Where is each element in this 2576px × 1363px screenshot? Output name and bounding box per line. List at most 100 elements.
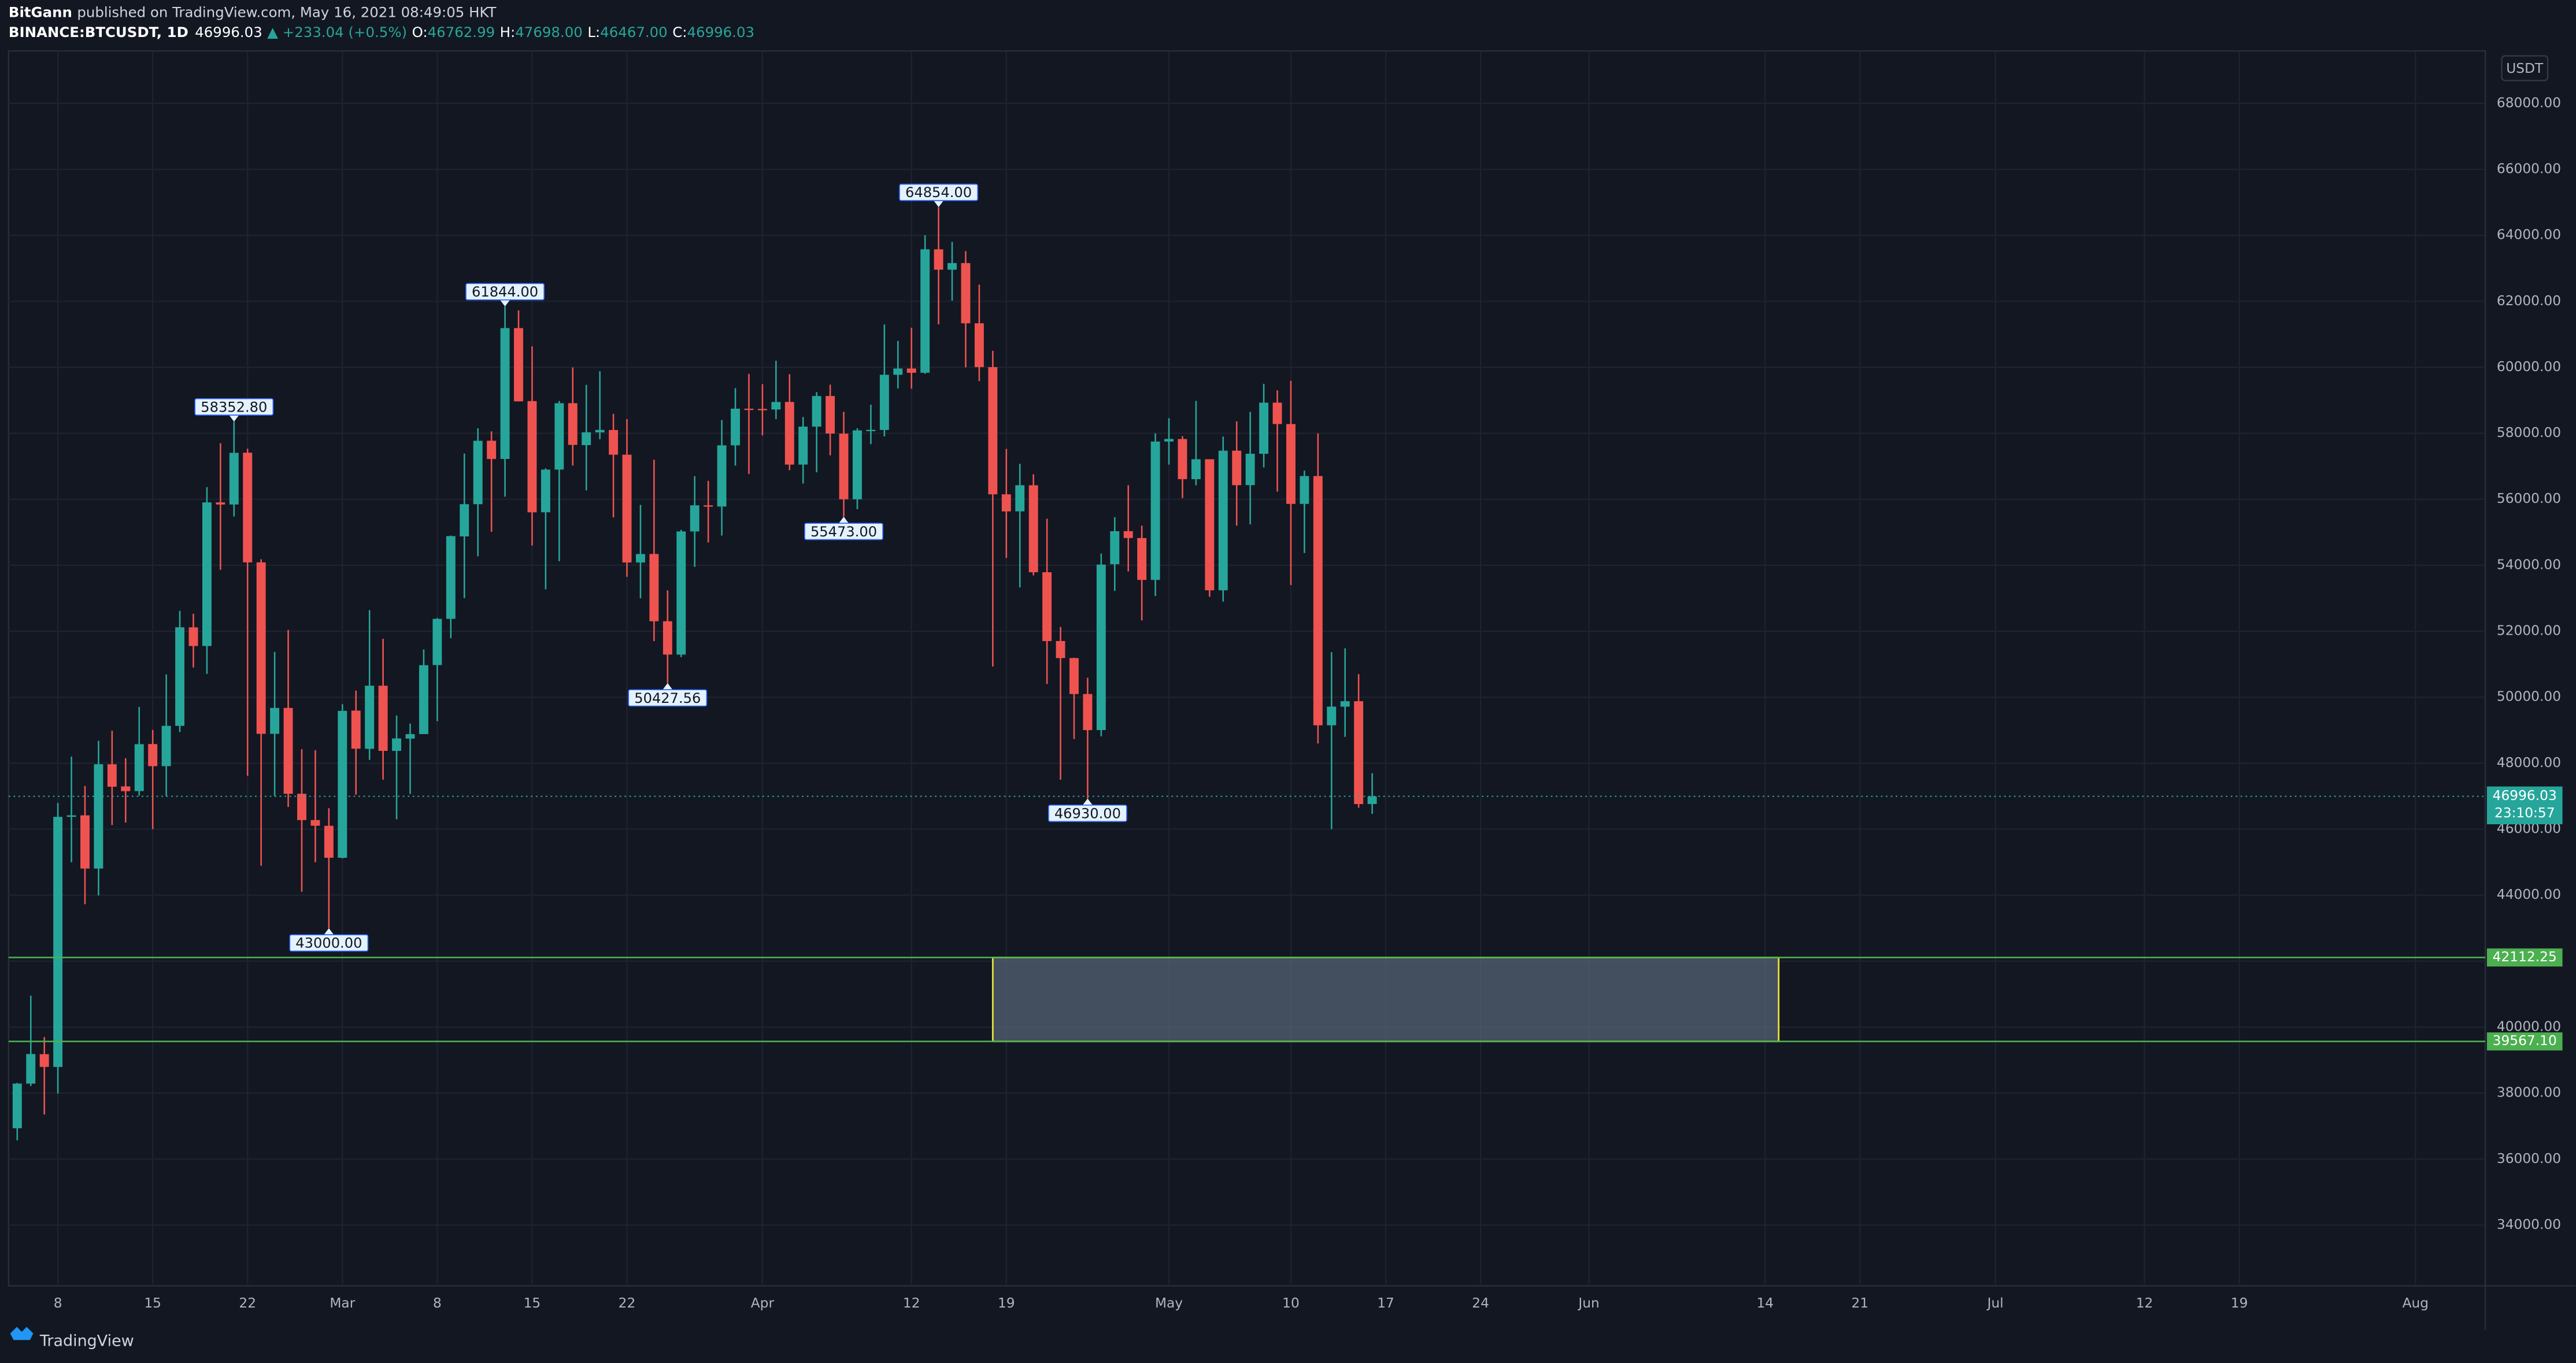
candle-body xyxy=(771,402,781,410)
candle-body xyxy=(1367,796,1377,804)
candle-body xyxy=(676,531,686,655)
candle-body xyxy=(324,825,334,858)
annotation-label: 55473.00 xyxy=(810,524,877,540)
chart-pane xyxy=(8,50,2486,1287)
ohlc-key: L: xyxy=(587,24,600,40)
candle-body xyxy=(378,686,388,751)
ohlc-value: 46467.00 xyxy=(600,24,668,40)
candle-body xyxy=(1327,706,1337,725)
brand: TradingView xyxy=(39,1332,134,1350)
candle-body xyxy=(26,1054,36,1084)
candle-body xyxy=(1096,564,1106,731)
candle-body xyxy=(717,445,727,507)
annotation-box xyxy=(1048,804,1127,823)
candle-body xyxy=(161,725,171,766)
candle-body xyxy=(338,710,347,858)
y-tick-label: 62000.00 xyxy=(2497,293,2561,309)
candle-body xyxy=(961,263,971,324)
x-tick-label: 22 xyxy=(619,1295,636,1311)
candle-body xyxy=(1110,531,1120,565)
currency-box xyxy=(2501,55,2549,82)
ohlc-key: C: xyxy=(672,24,687,40)
candle-body xyxy=(134,744,144,791)
candle-body xyxy=(1340,701,1350,707)
ohlc-value: 46996.03 xyxy=(687,24,755,40)
change: ▲ +233.04 (+0.5%) xyxy=(267,24,407,40)
candle-body xyxy=(1150,441,1160,580)
price-label: 42112.25 xyxy=(2493,949,2557,965)
candle-body xyxy=(1083,694,1093,731)
annotation-label: 61844.00 xyxy=(472,284,538,300)
candle-body xyxy=(243,453,253,562)
candle-body xyxy=(66,815,76,817)
x-tick-label: 17 xyxy=(1377,1295,1394,1311)
currency: USDT xyxy=(2506,61,2544,76)
candle-body xyxy=(1354,701,1364,805)
candle-body xyxy=(1205,459,1215,591)
author: BitGann xyxy=(9,4,72,21)
candle-body xyxy=(1042,572,1052,642)
candle-body xyxy=(1286,424,1296,504)
x-tick-label: 22 xyxy=(239,1295,256,1311)
annotation-box xyxy=(899,183,979,201)
candle-body xyxy=(500,328,510,460)
candle-body xyxy=(148,744,158,766)
candle-body xyxy=(662,621,672,655)
y-tick-label: 48000.00 xyxy=(2497,755,2561,771)
x-tick-label: 19 xyxy=(2231,1295,2248,1311)
candle-body xyxy=(906,368,916,373)
candle-body xyxy=(229,453,239,505)
y-tick-label: 64000.00 xyxy=(2497,227,2561,243)
candle-body xyxy=(866,429,876,431)
x-tick-label: Jun xyxy=(1577,1295,1599,1311)
last-price-label: 46996.03 xyxy=(2493,788,2557,803)
annotation-marker xyxy=(324,928,334,935)
published: published on TradingView.com, May 16, 20… xyxy=(77,4,496,21)
zone xyxy=(991,957,1780,1043)
y-tick-label: 66000.00 xyxy=(2497,161,2561,176)
candle-body xyxy=(595,429,605,432)
candle-body xyxy=(1191,459,1201,479)
candle-body xyxy=(405,734,415,739)
candle-body xyxy=(39,1054,49,1067)
candle-body xyxy=(784,402,794,465)
candle-body xyxy=(94,764,103,869)
candle-body xyxy=(568,403,578,445)
y-tick-label: 68000.00 xyxy=(2497,95,2561,110)
candle-body xyxy=(487,440,497,460)
candle-body xyxy=(1218,450,1228,591)
x-tick-label: 21 xyxy=(1852,1295,1869,1311)
candle-body xyxy=(879,375,889,430)
annotation-label: 46930.00 xyxy=(1054,805,1121,821)
y-tick-label: 44000.00 xyxy=(2497,887,2561,902)
price-label-box xyxy=(2486,1032,2563,1051)
y-tick-label: 54000.00 xyxy=(2497,557,2561,572)
candle-body xyxy=(446,536,456,619)
candle-body xyxy=(731,409,740,446)
ohlc-key: H: xyxy=(500,24,516,40)
candle-body xyxy=(1001,494,1011,512)
x-tick-label: 12 xyxy=(2136,1295,2153,1311)
candle-body xyxy=(826,396,835,434)
last: 46996.03 xyxy=(195,24,262,40)
y-tick-label: 60000.00 xyxy=(2497,359,2561,375)
candle-body xyxy=(582,432,591,446)
annotation-box xyxy=(465,283,545,301)
annotation-marker xyxy=(934,201,944,208)
candle-body xyxy=(920,249,930,373)
ohlc-value: 46762.99 xyxy=(428,24,495,40)
annotation-box xyxy=(194,398,274,416)
x-tick-label: Jul xyxy=(1986,1295,2004,1311)
candle-body xyxy=(609,429,619,455)
x-tick-label: 8 xyxy=(54,1295,62,1311)
candle-body xyxy=(541,469,550,513)
x-tick-label: 12 xyxy=(903,1295,920,1311)
candle-body xyxy=(690,505,699,532)
x-tick-label: 8 xyxy=(433,1295,442,1311)
candle-body xyxy=(948,263,957,270)
x-tick-label: May xyxy=(1155,1295,1183,1311)
candle-body xyxy=(1259,402,1269,454)
x-tick-label: Aug xyxy=(2403,1295,2429,1311)
candle-body xyxy=(1164,439,1174,442)
